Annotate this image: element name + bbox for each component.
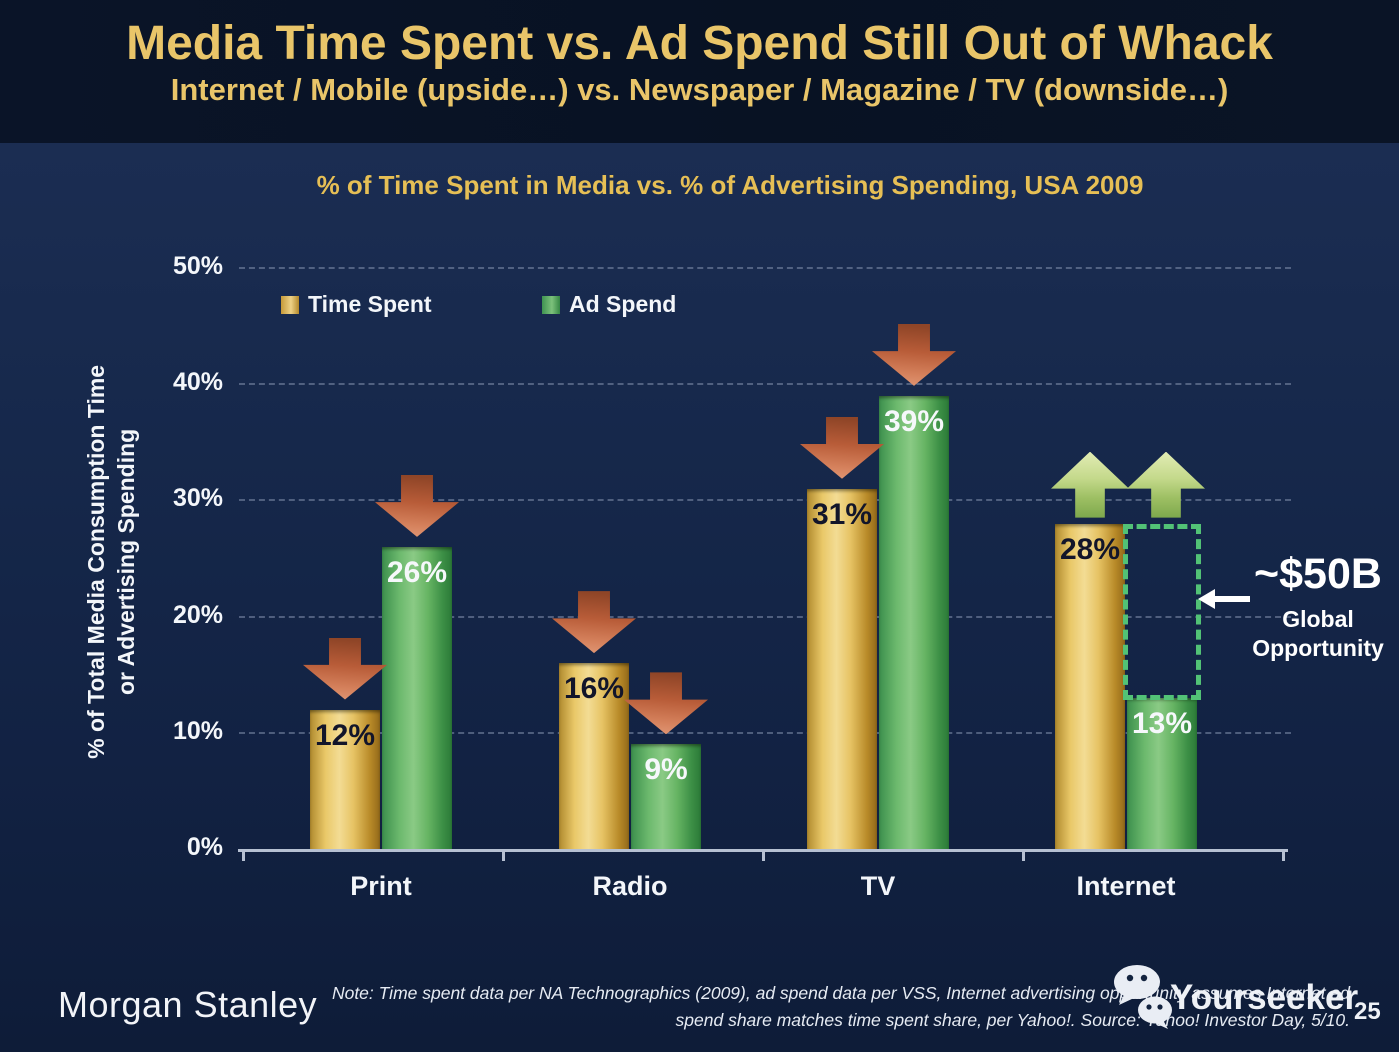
x-axis-tick <box>502 852 505 861</box>
bar-value-label-ad-spend-radio: 9% <box>644 753 688 787</box>
y-tick-label-30: 30% <box>172 484 223 513</box>
trend-down-arrow-icon <box>800 416 884 479</box>
trend-down-arrow-icon <box>872 323 956 386</box>
trend-up-arrow-icon <box>1127 451 1205 518</box>
trend-down-arrow-icon <box>303 637 387 700</box>
y-tick-label-0: 0% <box>186 833 223 861</box>
legend-item-time-spent: Time Spent <box>281 291 432 318</box>
watermark-text: Yourseeker <box>1170 978 1359 1017</box>
time-spent-swatch-icon <box>281 295 299 314</box>
x-axis-tick <box>1282 852 1285 861</box>
y-tick-label-10: 10% <box>172 716 223 745</box>
left-arrow-icon <box>1198 586 1250 617</box>
bar-time-spent-tv: 31% <box>807 488 877 849</box>
bar-value-label-ad-spend-internet: 13% <box>1131 706 1193 740</box>
wechat-icon <box>1110 964 1178 1045</box>
y-tick-label-20: 20% <box>172 600 223 629</box>
gridline-40 <box>239 383 1291 386</box>
bar-value-label-time-spent-tv: 31% <box>811 497 873 531</box>
header-band: Media Time Spent vs. Ad Spend Still Out … <box>0 0 1399 143</box>
bar-time-spent-print: 12% <box>310 709 380 849</box>
bar-ad-spend-radio: 9% <box>631 744 701 849</box>
morgan-stanley-logo: Morgan Stanley <box>58 984 318 1025</box>
trend-down-arrow-icon <box>624 672 708 735</box>
trend-up-arrow-icon <box>1051 451 1129 518</box>
x-axis-tick <box>762 852 765 861</box>
slide-subtitle: Internet / Mobile (upside…) vs. Newspape… <box>170 72 1229 107</box>
legend-item-ad-spend: Ad Spend <box>542 291 676 318</box>
bar-ad-spend-print: 26% <box>382 546 452 849</box>
bar-value-label-ad-spend-tv: 39% <box>883 404 945 438</box>
bar-ad-spend-internet: 13% <box>1127 697 1197 849</box>
bar-time-spent-radio: 16% <box>559 663 629 849</box>
x-axis-tick <box>242 852 245 861</box>
opportunity-annotation: ~$50B Global Opportunity <box>1243 550 1393 663</box>
category-label-radio: Radio <box>592 871 668 901</box>
legend-label-time-spent: Time Spent <box>308 291 432 317</box>
ad-spend-swatch-icon <box>542 295 560 314</box>
gridline-10 <box>239 731 1291 734</box>
opportunity-dotted-box <box>1123 523 1201 700</box>
source-note: Note: Time spent data per NA Technograph… <box>318 980 1350 1034</box>
bar-value-label-time-spent-internet: 28% <box>1059 532 1121 566</box>
x-axis-line <box>238 849 1288 852</box>
opportunity-label: Global Opportunity <box>1252 606 1384 661</box>
trend-down-arrow-icon <box>552 591 636 654</box>
page-number: 25 <box>1354 998 1381 1025</box>
bar-ad-spend-tv: 39% <box>879 395 949 849</box>
opportunity-value: ~$50B <box>1254 550 1382 598</box>
y-tick-label-40: 40% <box>172 368 223 397</box>
legend-label-ad-spend: Ad Spend <box>569 291 677 317</box>
bar-value-label-ad-spend-print: 26% <box>386 555 448 589</box>
gridline-30 <box>239 499 1291 502</box>
bar-time-spent-internet: 28% <box>1055 523 1125 849</box>
source-note-line1: Note: Time spent data per NA Technograph… <box>331 983 1350 1003</box>
x-axis-tick <box>1022 852 1025 861</box>
gridline-20 <box>239 615 1291 618</box>
slide-title: Media Time Spent vs. Ad Spend Still Out … <box>126 17 1273 70</box>
bar-value-label-time-spent-radio: 16% <box>563 672 625 706</box>
category-label-tv: TV <box>860 871 896 901</box>
chart-title: % of Time Spent in Media vs. % of Advert… <box>316 170 1144 200</box>
y-tick-label-50: 50% <box>172 252 223 280</box>
bar-value-label-time-spent-print: 12% <box>314 718 376 752</box>
category-label-internet: Internet <box>1076 871 1176 901</box>
watermark: Yourseeker <box>1110 964 1358 1045</box>
trend-down-arrow-icon <box>375 474 459 537</box>
gridline-50 <box>239 267 1291 269</box>
category-label-print: Print <box>350 871 412 901</box>
source-note-line2: spend share matches time spent share, pe… <box>675 1010 1350 1031</box>
